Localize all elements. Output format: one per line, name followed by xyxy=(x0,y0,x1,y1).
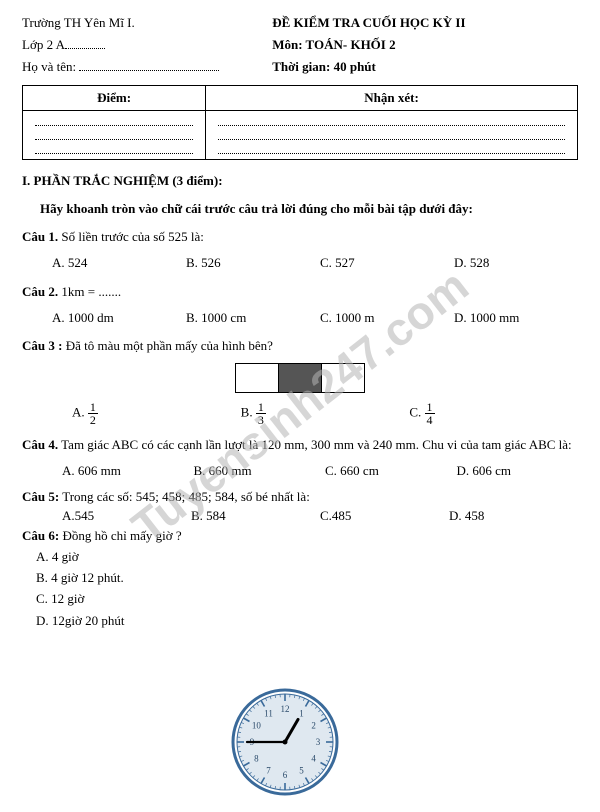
q4-label: Câu 4. xyxy=(22,437,58,452)
frac-den: 2 xyxy=(88,414,98,426)
q3-opt-b: B. 13 xyxy=(241,401,410,426)
question-6: Câu 6: Đồng hồ chỉ mấy giờ ? A. 4 giờ B.… xyxy=(22,527,578,630)
svg-text:3: 3 xyxy=(316,737,321,747)
question-1: Câu 1. Số liền trước của số 525 là: A. 5… xyxy=(22,228,578,272)
svg-text:10: 10 xyxy=(252,720,262,730)
frac-den: 4 xyxy=(425,414,435,426)
name-blank xyxy=(79,60,219,71)
svg-text:4: 4 xyxy=(311,753,316,763)
q1-opt-d: D. 528 xyxy=(454,254,578,272)
q3-opt-a: A. 12 xyxy=(72,401,241,426)
q2-opt-a: A. 1000 dm xyxy=(52,309,176,327)
q1-text: Số liền trước của số 525 là: xyxy=(61,229,203,244)
shape-cell xyxy=(236,364,279,392)
class-blank xyxy=(65,38,105,49)
section-1-title: I. PHẦN TRẮC NGHIỆM (3 điểm): xyxy=(22,172,578,190)
q5-opt-c: C.485 xyxy=(320,507,449,525)
clock-icon: 121234567891011 xyxy=(230,687,340,797)
question-4: Câu 4. Tam giác ABC có các cạnh lần lượt… xyxy=(22,436,578,480)
name-label: Họ và tên: xyxy=(22,59,76,74)
comment-header: Nhận xét: xyxy=(206,85,578,110)
q4-opt-c: C. 660 cm xyxy=(325,462,447,480)
q3-a-label: A. xyxy=(72,405,85,420)
q1-label: Câu 1. xyxy=(22,229,58,244)
q3-opt-c: C. 14 xyxy=(409,401,578,426)
question-2: Câu 2. 1km = ....... A. 1000 dm B. 1000 … xyxy=(22,283,578,327)
q2-label: Câu 2. xyxy=(22,284,58,299)
score-line xyxy=(31,128,197,142)
q5-opt-b: B. 584 xyxy=(191,507,320,525)
score-header: Điểm: xyxy=(23,85,206,110)
exam-subject: Môn: TOÁN- KHỐI 2 xyxy=(272,36,578,54)
q6-opt-c: C. 12 giờ xyxy=(36,590,578,608)
q5-label: Câu 5: xyxy=(22,489,59,504)
q3-label: Câu 3 : xyxy=(22,338,62,353)
score-comment-table: Điểm: Nhận xét: xyxy=(22,85,578,160)
q5-opt-d: D. 458 xyxy=(449,507,578,525)
school-name: Trường TH Yên Mĩ I. xyxy=(22,14,256,32)
q5-text: Trong các số: 545; 458; 485; 584, số bé … xyxy=(62,489,310,504)
q6-text: Đồng hồ chỉ mấy giờ ? xyxy=(62,528,181,543)
score-line xyxy=(31,142,197,156)
q6-opt-b: B. 4 giờ 12 phút. xyxy=(36,569,578,587)
shape-cell xyxy=(322,364,364,392)
clock-graphic: 121234567891011 xyxy=(230,687,340,802)
q3-shape xyxy=(235,363,365,393)
comment-line xyxy=(214,142,569,156)
question-3: Câu 3 : Đã tô màu một phần mấy của hình … xyxy=(22,337,578,426)
svg-text:1: 1 xyxy=(299,708,304,718)
svg-text:8: 8 xyxy=(254,753,259,763)
q4-opt-a: A. 606 mm xyxy=(62,462,184,480)
instruction: Hãy khoanh tròn vào chữ cái trước câu tr… xyxy=(40,200,578,218)
q2-opt-c: C. 1000 m xyxy=(320,309,444,327)
comment-line xyxy=(214,128,569,142)
q4-text: Tam giác ABC có các cạnh lần lượt là 120… xyxy=(61,437,572,452)
doc-header: Trường TH Yên Mĩ I. Lớp 2 A Họ và tên: Đ… xyxy=(22,14,578,77)
q3-text: Đã tô màu một phần mấy của hình bên? xyxy=(66,338,273,353)
q1-opt-b: B. 526 xyxy=(186,254,310,272)
comment-line xyxy=(214,114,569,128)
exam-time: Thời gian: 40 phút xyxy=(272,58,578,76)
question-5: Câu 5: Trong các số: 545; 458; 485; 584,… xyxy=(22,488,578,524)
q2-opt-b: B. 1000 cm xyxy=(186,309,310,327)
q6-opt-d: D. 12giờ 20 phút xyxy=(36,612,578,630)
svg-text:2: 2 xyxy=(311,720,316,730)
svg-text:7: 7 xyxy=(266,765,271,775)
svg-text:6: 6 xyxy=(283,770,288,780)
q4-opt-b: B. 660 mm xyxy=(194,462,316,480)
q4-opt-d: D. 606 cm xyxy=(457,462,579,480)
q1-opt-c: C. 527 xyxy=(320,254,444,272)
q5-opt-a: A.545 xyxy=(62,507,191,525)
exam-title: ĐỀ KIỂM TRA CUỐI HỌC KỲ II xyxy=(272,14,578,32)
svg-text:11: 11 xyxy=(264,708,273,718)
q3-c-label: C. xyxy=(409,405,421,420)
q3-b-label: B. xyxy=(241,405,253,420)
q6-opt-a: A. 4 giờ xyxy=(36,548,578,566)
shape-cell-shaded xyxy=(279,364,322,392)
svg-text:5: 5 xyxy=(299,765,304,775)
class-label: Lớp 2 A xyxy=(22,37,65,52)
q2-opt-d: D. 1000 mm xyxy=(454,309,578,327)
q1-opt-a: A. 524 xyxy=(52,254,176,272)
frac-den: 3 xyxy=(256,414,266,426)
score-line xyxy=(31,114,197,128)
svg-text:12: 12 xyxy=(281,704,290,714)
q2-text: 1km = ....... xyxy=(61,284,121,299)
q6-label: Câu 6: xyxy=(22,528,59,543)
